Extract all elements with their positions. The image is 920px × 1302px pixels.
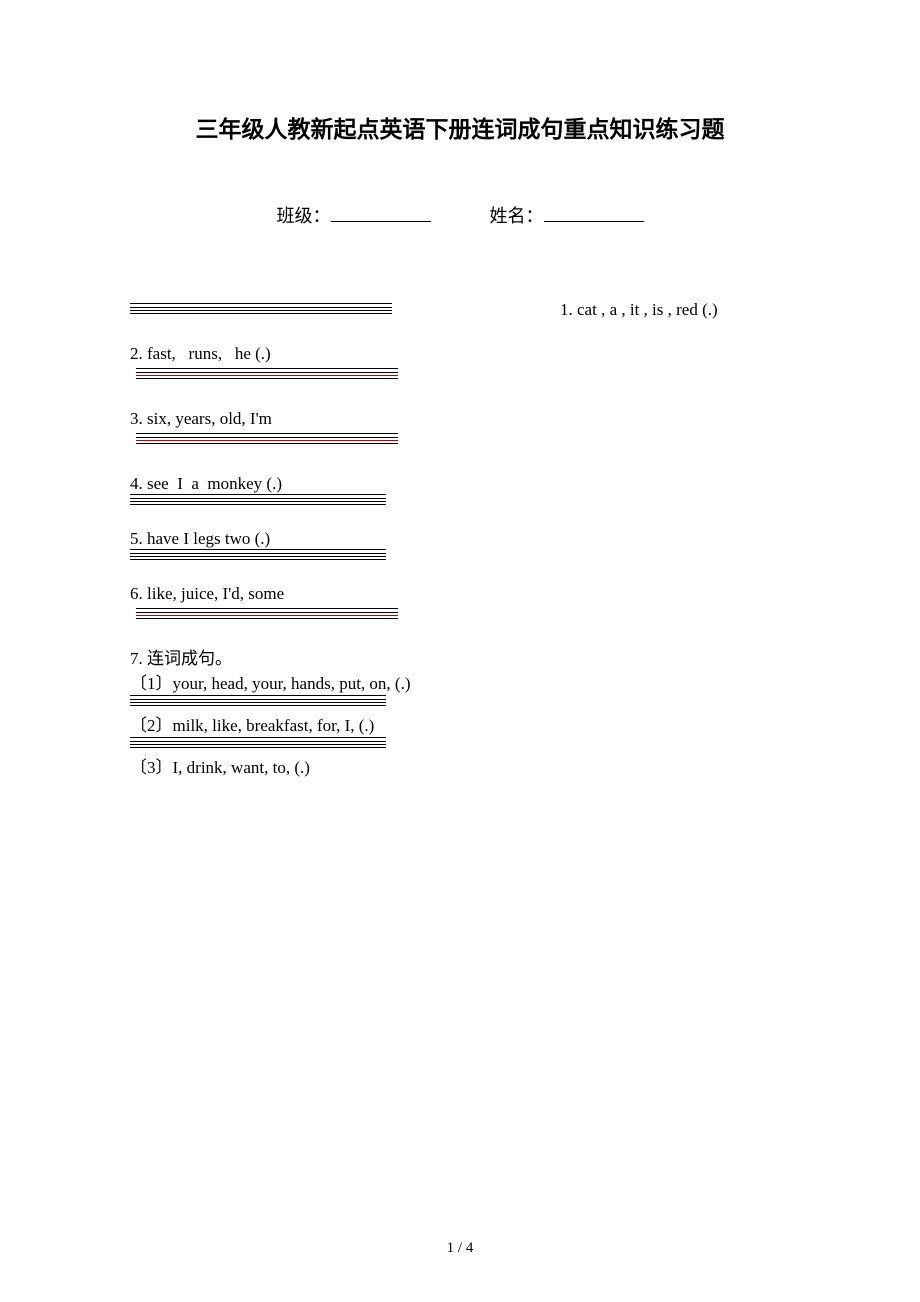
answer-area-4[interactable]	[130, 494, 790, 508]
answer-area-2[interactable]	[136, 368, 790, 382]
answer-area-6[interactable]	[136, 608, 790, 622]
question-7-3: 〔3〕I, drink, want, to, (.)	[130, 757, 790, 780]
worksheet-page: 三年级人教新起点英语下册连词成句重点知识练习题 班级： 姓名： 1. cat ,…	[0, 0, 920, 779]
name-field[interactable]	[544, 204, 644, 222]
question-3-text: 3. six, years, old, I'm	[130, 408, 790, 431]
question-4: 4. see I a monkey (.)	[130, 473, 790, 508]
question-4-text: 4. see I a monkey (.)	[130, 473, 790, 496]
name-label: 姓名：	[490, 206, 544, 226]
question-6-text: 6. like, juice, I'd, some	[130, 583, 790, 606]
class-label: 班级：	[277, 206, 331, 226]
question-7-2: 〔2〕milk, like, breakfast, for, I, (.)	[130, 715, 790, 751]
question-1-text: 1. cat , a , it , is , red (.)	[560, 299, 718, 322]
answer-area-3[interactable]	[136, 433, 790, 447]
page-number: 1 / 4	[0, 1240, 920, 1257]
question-7-2-text: 〔2〕milk, like, breakfast, for, I, (.)	[130, 715, 790, 738]
class-field[interactable]	[331, 204, 431, 222]
question-3: 3. six, years, old, I'm	[130, 408, 790, 447]
question-2-text: 2. fast, runs, he (.)	[130, 343, 790, 366]
question-6: 6. like, juice, I'd, some	[130, 583, 790, 622]
answer-area-7-1[interactable]	[130, 695, 790, 709]
question-7-1: 〔1〕your, head, your, hands, put, on, (.)	[130, 673, 790, 709]
student-info-row: 班级： 姓名：	[130, 202, 790, 228]
question-7-1-text: 〔1〕your, head, your, hands, put, on, (.)	[130, 673, 790, 696]
page-title: 三年级人教新起点英语下册连词成句重点知识练习题	[130, 110, 790, 144]
question-7-3-text: 〔3〕I, drink, want, to, (.)	[130, 757, 790, 780]
question-2: 2. fast, runs, he (.)	[130, 343, 790, 382]
question-7-text: 7. 连词成句。	[130, 648, 790, 671]
question-1-block: 1. cat , a , it , is , red (.)	[130, 303, 790, 317]
question-7: 7. 连词成句。	[130, 648, 790, 671]
answer-area-7-2[interactable]	[130, 737, 790, 751]
question-5: 5. have I legs two (.)	[130, 528, 790, 563]
answer-area-5[interactable]	[130, 549, 790, 563]
question-5-text: 5. have I legs two (.)	[130, 528, 790, 551]
